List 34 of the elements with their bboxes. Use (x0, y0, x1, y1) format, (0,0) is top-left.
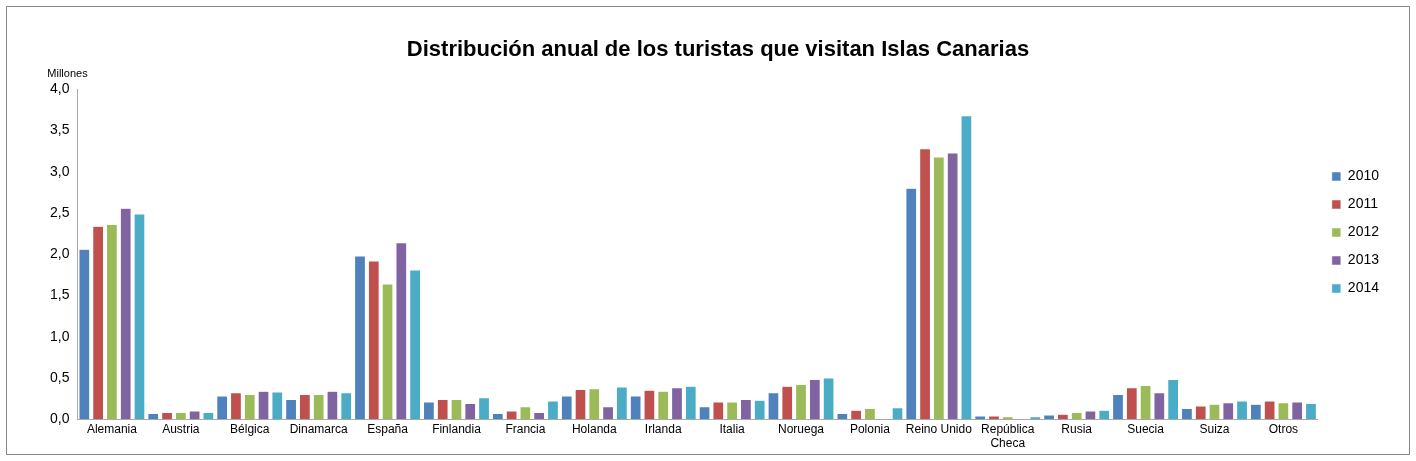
x-tick-label: Suiza (1199, 421, 1230, 436)
x-tick-label: Austria (162, 421, 200, 436)
x-tick-label: Reino Unido (905, 421, 973, 436)
y-tick-label: 1,0 (49, 327, 70, 344)
y-tick-label: 1,5 (49, 286, 70, 303)
x-tick-label: Suecia (1127, 421, 1165, 436)
x-tick-label: Irlanda (644, 421, 682, 436)
legend-label: 2014 (1347, 279, 1380, 296)
legend-label: 2013 (1347, 251, 1380, 268)
y-tick-label: 2,5 (49, 203, 70, 220)
x-tick-label: República Checa (981, 421, 1035, 451)
legend-label: 2012 (1347, 223, 1380, 240)
y-tick-label: 2,0 (49, 245, 70, 262)
legend-label: 2010 (1347, 167, 1380, 184)
x-tick-label: Otros (1268, 421, 1299, 436)
y-tick-label: 4,0 (49, 80, 70, 97)
x-tick-label: Bélgica (230, 421, 270, 436)
x-tick-label: Italia (719, 421, 746, 436)
chart-title: Distribución anual de los turistas que visitan Islas Canarias (406, 36, 1030, 62)
x-tick-label: Dinamarca (289, 421, 348, 436)
x-tick-label: Alemania (86, 421, 138, 436)
x-tick-label: Francia (505, 421, 546, 436)
x-tick-label: Rusia (1061, 421, 1093, 436)
y-tick-label: 0,0 (49, 410, 70, 427)
x-tick-label: Finlandia (432, 421, 482, 436)
x-tick-label: España (367, 421, 409, 436)
x-tick-label: Polonia (849, 421, 891, 436)
x-tick-label: Noruega (778, 421, 825, 436)
legend-label: 2011 (1347, 195, 1379, 212)
y-tick-label: 3,5 (49, 121, 70, 138)
y-tick-label: 3,0 (49, 162, 70, 179)
y-axis-title: Millones (47, 66, 89, 79)
x-tick-label: Holanda (571, 421, 617, 436)
y-tick-label: 0,5 (49, 368, 70, 385)
